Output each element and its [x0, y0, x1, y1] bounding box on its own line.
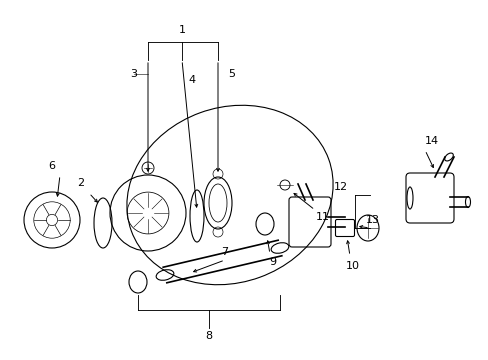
Text: 11: 11	[315, 212, 329, 222]
Text: 3: 3	[130, 69, 137, 79]
Text: 9: 9	[269, 257, 276, 267]
Text: 6: 6	[48, 161, 55, 171]
Text: 2: 2	[77, 178, 84, 188]
Text: 12: 12	[333, 182, 347, 192]
Text: 7: 7	[221, 247, 228, 257]
Text: 4: 4	[188, 75, 195, 85]
Text: 8: 8	[205, 331, 212, 341]
Text: 1: 1	[178, 25, 185, 35]
Text: 13: 13	[365, 215, 379, 225]
Text: 14: 14	[424, 136, 438, 146]
Text: 10: 10	[346, 261, 359, 271]
Text: 5: 5	[228, 69, 235, 79]
